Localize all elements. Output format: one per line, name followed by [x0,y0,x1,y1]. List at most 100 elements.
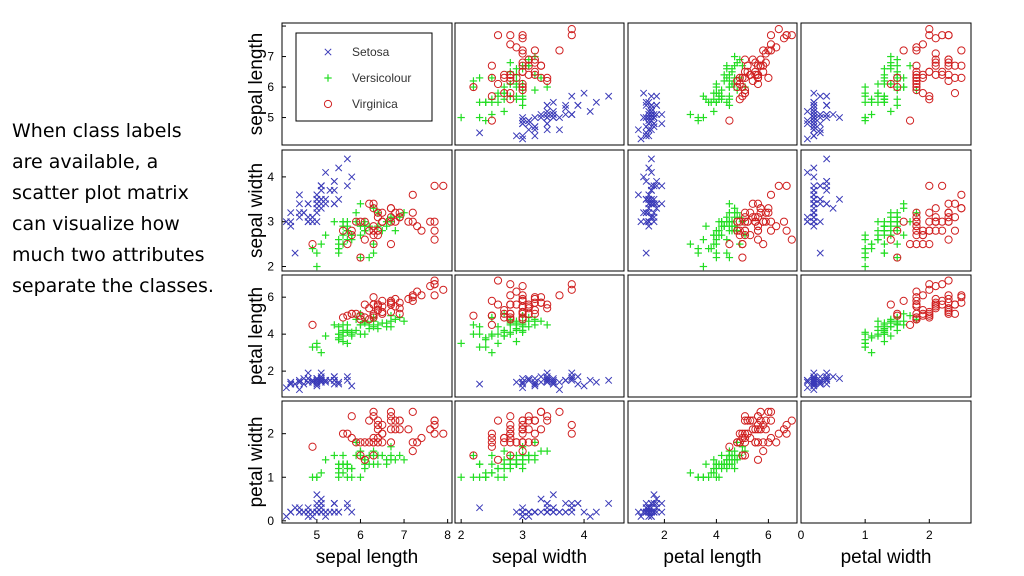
point-virginica [430,217,439,226]
point-virginica [740,226,750,235]
point-versicolour [374,324,382,333]
point-virginica [386,307,396,317]
point-setosa-stroke [295,200,303,208]
point-setosa-stroke [647,213,655,221]
point-virginica-ring [944,208,953,217]
point-virginica-ring [530,55,539,64]
point-virginica-ring [912,208,921,217]
point-setosa [343,155,351,163]
point-virginica [524,300,533,309]
point-virginica-ring [373,226,382,235]
point-virginica-ring [759,240,768,249]
point-virginica-ring [360,235,369,244]
point-versicolour [704,473,713,481]
point-virginica-ring [506,425,515,434]
point-virginica [782,226,791,235]
point-virginica-ring [938,70,947,79]
point-virginica-ring [343,240,352,249]
point-virginica [774,25,783,34]
point-versicolour [699,92,708,100]
point-setosa-stroke [642,508,650,516]
point-virginica [369,407,378,416]
point-virginica [430,429,439,438]
point-virginica [753,222,763,231]
point-setosa-stroke [295,508,303,516]
point-virginica-ring [360,455,369,464]
point-virginica [944,199,953,208]
point-virginica-ring [536,61,546,70]
point-virginica-ring [518,438,527,447]
point-versicolour [867,334,876,342]
point-setosa [592,98,600,106]
point-setosa [348,173,356,181]
point-virginica [738,73,747,83]
point-virginica [518,31,527,40]
point-virginica-ring [365,226,374,235]
point-versicolour [733,209,741,217]
point-virginica [944,307,953,317]
point-virginica [536,293,546,302]
point-setosa [645,508,653,516]
point-setosa [640,508,648,516]
point-setosa [543,101,551,109]
point-virginica-ring [408,217,417,226]
point-virginica-ring [931,70,940,79]
point-setosa-stroke [810,164,818,172]
point-virginica [518,425,527,434]
point-versicolour [723,98,731,106]
point-virginica [430,226,439,235]
point-virginica [735,429,744,438]
point-virginica [386,438,396,447]
point-setosa [476,380,484,388]
point-virginica-ring [772,438,781,447]
point-virginica-ring [925,280,934,289]
point-virginica-ring [753,226,763,235]
point-virginica [735,231,744,240]
point-virginica-ring [395,416,404,425]
point-virginica-ring [378,438,387,447]
point-setosa-stroke [645,120,653,128]
point-setosa [335,508,343,516]
point-setosa-stroke [816,195,824,203]
point-versicolour [365,460,373,468]
point-setosa-stroke [653,204,661,212]
point-virginica-ring [764,204,773,213]
point-virginica-ring [417,433,426,443]
y-axis-label: petal length [246,287,267,385]
caption-line: When class labels [12,120,182,142]
point-virginica-ring [912,61,921,70]
point-virginica [756,61,765,70]
point-setosa-stroke [640,89,648,97]
point-virginica-ring [938,31,947,40]
y-tick-label: 6 [267,290,274,304]
point-setosa [647,213,655,221]
point-virginica-ring [743,429,752,438]
point-versicolour [488,74,496,82]
point-virginica [957,46,966,55]
point-versicolour [365,222,373,230]
point-virginica-ring [518,447,527,456]
x-tick-label: 8 [444,528,451,542]
point-virginica-ring [787,235,796,244]
point-setosa [658,508,666,516]
point-setosa-stroke [642,209,650,217]
point-setosa [803,120,811,128]
point-setosa [650,110,658,119]
point-versicolour [356,310,365,318]
point-virginica-ring [493,300,503,309]
point-setosa [816,120,824,128]
point-setosa-stroke [519,380,527,388]
point-versicolour [880,249,889,257]
point-virginica-ring [740,217,750,226]
point-setosa-stroke [810,110,818,119]
point-virginica-ring [524,438,533,447]
point-virginica-ring [944,70,953,79]
point-versicolour [699,235,708,244]
point-setosa-stroke [823,113,831,122]
point-virginica [743,217,752,226]
point-virginica [530,70,539,79]
point-virginica [408,296,417,305]
point-setosa-stroke [645,204,653,212]
point-virginica-ring [426,217,435,226]
point-setosa [645,164,653,172]
